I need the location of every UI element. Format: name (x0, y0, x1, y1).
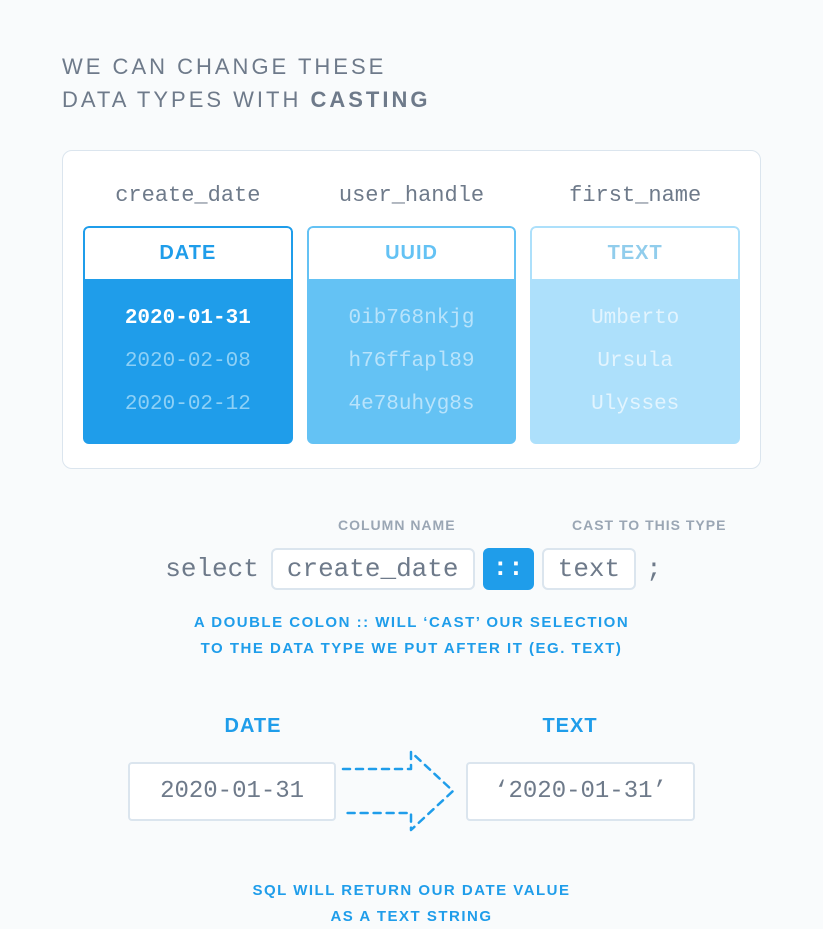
statement-terminator: ; (644, 554, 662, 584)
select-statement-area: COLUMN NAME CAST TO THIS TYPE select cre… (62, 517, 761, 590)
select-column-pill: create_date (271, 548, 475, 590)
table-row: 2020-01-31 (83, 297, 293, 340)
columns-card: create_date DATE 2020-01-31 2020-02-08 2… (62, 150, 761, 469)
column-create-date: create_date DATE 2020-01-31 2020-02-08 2… (83, 175, 293, 444)
column-first-name: first_name TEXT Umberto Ursula Ulysses (530, 175, 740, 444)
heading-casting: CASTING (310, 87, 430, 112)
caption-line: TO THE DATA TYPE WE PUT AFTER IT (EG. TE… (62, 636, 761, 662)
table-row: Ulysses (530, 383, 740, 426)
column-box: TEXT Umberto Ursula Ulysses (530, 226, 740, 444)
label-cast-type: CAST TO THIS TYPE (572, 517, 726, 533)
column-box: UUID 0ib768nkjg h76ffapl89 4e78uhyg8s (307, 226, 517, 444)
cast-type-pill: text (542, 548, 636, 590)
select-row: select create_date :: text ; (62, 548, 761, 590)
caption-result-explain: SQL WILL RETURN OUR DATE VALUE AS A TEXT… (62, 878, 761, 929)
arrow-icon (336, 746, 466, 836)
caption-line: SQL WILL RETURN OUR DATE VALUE (62, 878, 761, 904)
column-type-header: DATE (83, 226, 293, 281)
conversion-label-text: TEXT (465, 715, 675, 738)
table-row: 0ib768nkjg (307, 297, 517, 340)
column-box: DATE 2020-01-31 2020-02-08 2020-02-12 (83, 226, 293, 444)
label-column-name: COLUMN NAME (338, 517, 456, 533)
table-row: 4e78uhyg8s (307, 383, 517, 426)
column-user-handle: user_handle UUID 0ib768nkjg h76ffapl89 4… (307, 175, 517, 444)
conversion-labels: DATE TEXT (62, 715, 761, 738)
conversion-label-date: DATE (148, 715, 358, 738)
conversion-date-value: 2020-01-31 (128, 762, 336, 821)
column-name: first_name (530, 175, 740, 226)
table-row: Ursula (530, 340, 740, 383)
table-row: h76ffapl89 (307, 340, 517, 383)
column-type-header: UUID (307, 226, 517, 281)
heading-line2-prefix: DATA TYPES WITH (62, 87, 310, 112)
column-name: create_date (83, 175, 293, 226)
conversion-row: 2020-01-31 ‘2020-01-31’ (62, 746, 761, 836)
column-body: 0ib768nkjg h76ffapl89 4e78uhyg8s (307, 281, 517, 444)
column-body: 2020-01-31 2020-02-08 2020-02-12 (83, 281, 293, 444)
caption-line: A DOUBLE COLON :: WILL ‘CAST’ OUR SELECT… (62, 610, 761, 636)
select-labels: COLUMN NAME CAST TO THIS TYPE (62, 517, 761, 535)
caption-line: AS A TEXT STRING (62, 904, 761, 929)
caption-cast-explain: A DOUBLE COLON :: WILL ‘CAST’ OUR SELECT… (62, 610, 761, 661)
conversion-text-value: ‘2020-01-31’ (466, 762, 695, 821)
table-row: 2020-02-08 (83, 340, 293, 383)
page-heading: WE CAN CHANGE THESE DATA TYPES WITH CAST… (62, 50, 761, 116)
heading-line1: WE CAN CHANGE THESE (62, 54, 386, 79)
conversion-area: DATE TEXT 2020-01-31 ‘2020-01-31’ (62, 715, 761, 836)
column-body: Umberto Ursula Ulysses (530, 281, 740, 444)
cast-operator: :: (483, 548, 534, 590)
select-keyword: select (161, 554, 263, 584)
table-row: Umberto (530, 297, 740, 340)
table-row: 2020-02-12 (83, 383, 293, 426)
column-name: user_handle (307, 175, 517, 226)
column-type-header: TEXT (530, 226, 740, 281)
